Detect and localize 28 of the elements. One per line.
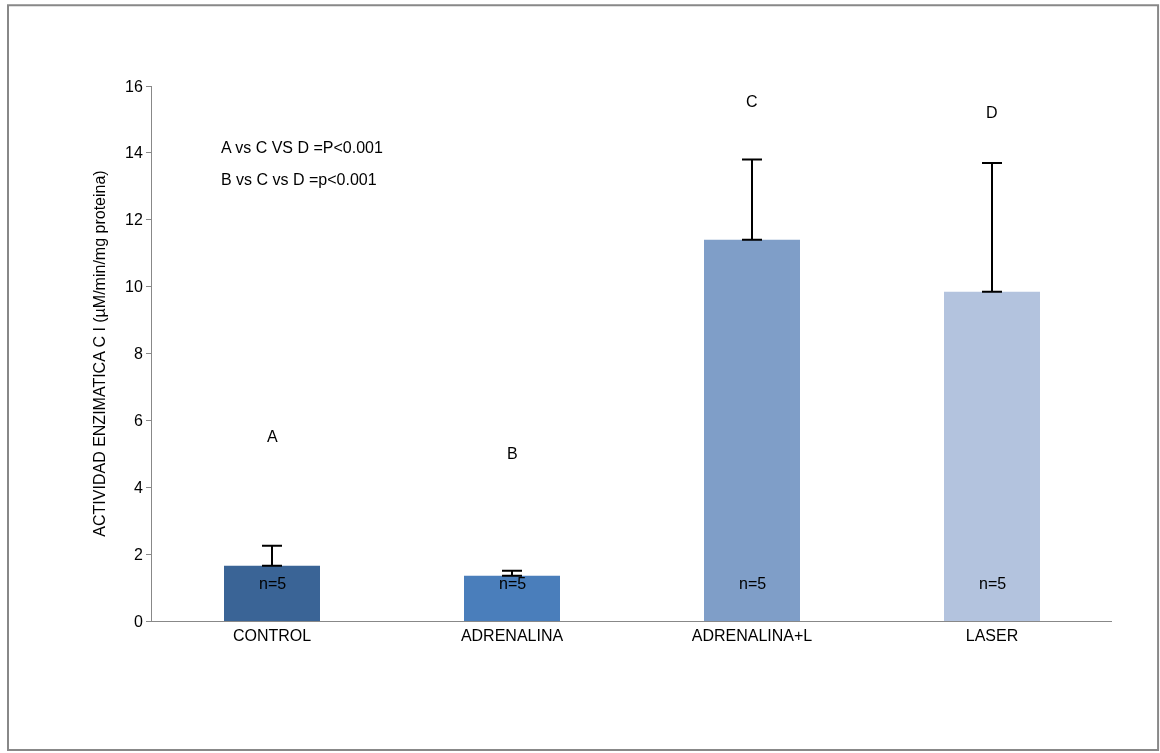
annotation: n=5: [259, 575, 287, 592]
x-tick-label: CONTROL: [232, 627, 312, 645]
annotation: n=5: [499, 575, 527, 592]
y-tick-label: 10: [125, 278, 143, 296]
annotation: B vs C vs D =p<0.001: [221, 171, 377, 188]
y-tick-label: 16: [125, 77, 143, 95]
bar: [704, 239, 800, 621]
x-tick-label: ADRENALINA+L: [691, 627, 813, 645]
annotation: A vs C VS D =P<0.001: [221, 139, 383, 156]
y-tick-label: 2: [133, 545, 143, 563]
y-tick-label: 4: [133, 478, 143, 496]
y-tick-label: 6: [133, 411, 143, 429]
annotation: A: [267, 428, 278, 445]
annotation: B: [507, 445, 518, 462]
bar: [944, 291, 1040, 621]
y-tick-label: 8: [133, 345, 143, 363]
x-tick-label: LASER: [965, 627, 1019, 645]
bar: [224, 565, 320, 621]
bar: [464, 575, 560, 621]
y-tick-label: 14: [125, 144, 143, 162]
annotation: D: [986, 104, 998, 121]
y-tick-label: 12: [125, 211, 143, 229]
y-axis-title: ACTIVIDAD ENZIMATICA C I (µM/min/mg proteina): [90, 170, 108, 537]
x-tick-label: ADRENALINA: [460, 627, 564, 645]
annotation: C: [746, 93, 758, 110]
annotation: n=5: [739, 575, 767, 592]
y-tick-label: 0: [133, 612, 143, 630]
annotation: n=5: [979, 575, 1007, 592]
